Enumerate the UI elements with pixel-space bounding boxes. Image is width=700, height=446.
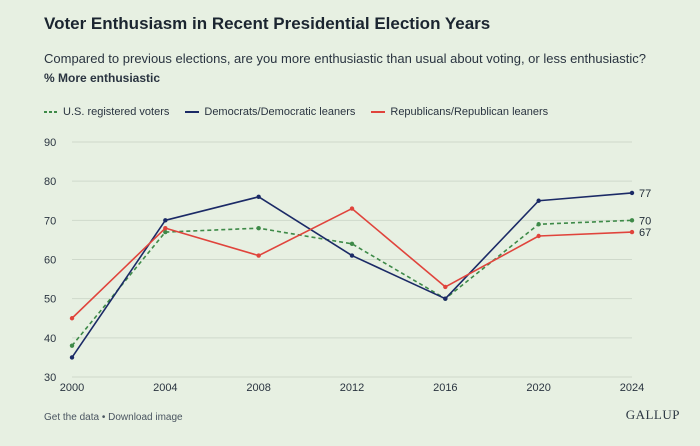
data-point-2-2016 [443,284,448,290]
legend-label-republicans: Republicans/Republican leaners [390,106,549,118]
legend-item-democrats[interactable]: Democrats/Democratic leaners [185,106,355,118]
download-image-link[interactable]: Download image [108,412,183,423]
chart-subtitle: Compared to previous elections, are you … [44,51,646,66]
y-tick-label-60: 60 [44,255,56,267]
line-swatch-icon [371,111,386,113]
data-point-1-2000 [69,355,75,360]
legend-item-republicans[interactable]: Republicans/Republican leaners [371,106,548,118]
legend: U.S. registered voters Democrats/Democra… [44,106,564,118]
data-point-0-2008 [256,225,261,231]
data-point-1-2012 [349,253,355,258]
gallup-logo: GALLUP [625,407,680,422]
end-label-2: 67 [639,227,651,239]
data-point-2-2012 [349,206,355,211]
data-point-2-2004 [163,225,168,231]
get-data-link[interactable]: Get the data [44,412,100,423]
footer-separator: • [101,412,106,423]
footer-links: Get the data • Download image [44,412,183,423]
y-tick-label-40: 40 [44,333,56,345]
line-swatch-icon [185,111,200,113]
x-tick-label-2000: 2000 [60,382,84,394]
data-point-1-2016 [443,296,448,301]
x-tick-label-2004: 2004 [153,382,177,394]
series-line-0 [71,219,633,347]
data-point-0-2020 [536,222,541,227]
data-point-2-2008 [256,253,261,258]
x-tick-label-2020: 2020 [526,382,550,394]
end-label-1: 77 [639,188,651,200]
data-point-1-2020 [536,198,541,203]
data-point-1-2004 [163,218,168,223]
data-point-0-2012 [349,241,355,247]
x-tick-label-2016: 2016 [433,382,457,394]
data-point-2-2024 [629,229,635,235]
dashed-line-swatch-icon [44,111,58,113]
y-tick-label-80: 80 [44,176,56,188]
data-point-2-2000 [69,316,75,321]
series-line-1 [71,192,633,358]
y-tick-label-90: 90 [44,137,56,149]
data-point-0-2024 [629,218,635,223]
x-tick-label-2008: 2008 [246,382,270,394]
series-line-2 [71,207,633,319]
end-label-0: 70 [639,215,651,227]
legend-label-registered-voters: U.S. registered voters [63,106,170,118]
legend-item-registered-voters[interactable]: U.S. registered voters [44,106,169,118]
y-tick-label-70: 70 [44,215,56,227]
data-point-2-2020 [536,233,541,239]
y-tick-label-30: 30 [44,372,56,384]
legend-label-democrats: Democrats/Democratic leaners [204,106,356,118]
data-point-0-2000 [69,343,75,348]
data-point-0-2004 [163,229,168,235]
x-tick-label-2012: 2012 [340,382,364,394]
y-tick-label-50: 50 [44,294,56,306]
chart-title: Voter Enthusiasm in Recent Presidential … [44,14,491,33]
data-point-1-2008 [256,194,261,200]
data-point-1-2024 [629,190,635,196]
x-tick-label-2024: 2024 [620,382,644,394]
measure-label: % More enthusiastic [44,71,161,85]
